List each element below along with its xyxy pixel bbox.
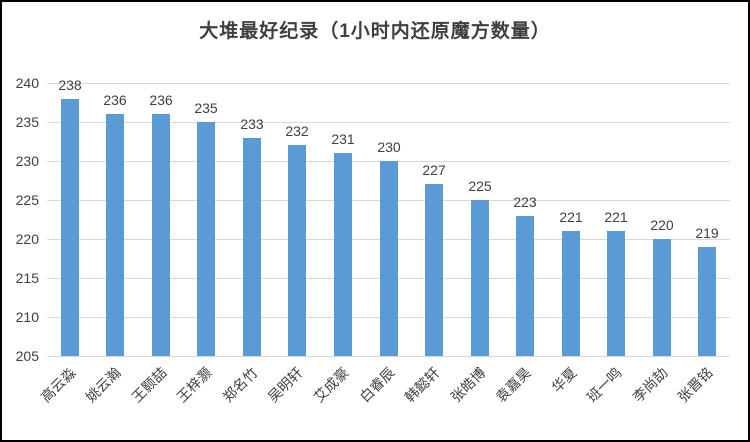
y-axis-tick-label: 215 xyxy=(15,270,39,286)
y-axis-tick-label: 230 xyxy=(15,153,39,169)
bar-班一鸣 xyxy=(607,231,625,356)
bar-value-label: 223 xyxy=(513,194,537,210)
x-axis-category-label: 王颢喆 xyxy=(128,364,170,406)
x-axis-category-label: 王梓灏 xyxy=(173,364,215,406)
x-axis-category-label: 吴明轩 xyxy=(264,364,306,406)
y-axis-tick-label: 210 xyxy=(15,309,39,325)
bar-韩懿轩 xyxy=(425,184,443,356)
bar-张皓博 xyxy=(471,200,489,356)
bar-华夏 xyxy=(562,231,580,356)
x-axis-category-label: 张皓博 xyxy=(447,364,489,406)
bar-吴明轩 xyxy=(288,145,306,356)
bar-value-label: 238 xyxy=(58,77,82,93)
x-axis-category-label: 艾成豪 xyxy=(310,364,352,406)
bar-value-label: 230 xyxy=(377,139,401,155)
x-axis-category-label: 白睿辰 xyxy=(356,364,398,406)
bar-value-label: 232 xyxy=(285,123,309,139)
bar-张晋铭 xyxy=(698,247,716,356)
bar-白睿辰 xyxy=(380,161,398,356)
bar-value-label: 233 xyxy=(240,116,264,132)
bar-艾成豪 xyxy=(334,153,352,356)
bar-袁嘉昊 xyxy=(516,216,534,356)
bar-value-label: 236 xyxy=(149,92,173,108)
gridline xyxy=(47,83,730,84)
bar-value-label: 221 xyxy=(604,209,628,225)
bar-value-label: 236 xyxy=(103,92,127,108)
bar-李尚劼 xyxy=(653,239,671,356)
x-axis-category-label: 张晋铭 xyxy=(674,364,716,406)
chart-title: 大堆最好纪录（1小时内还原魔方数量） xyxy=(199,21,551,42)
bar-姚云瀚 xyxy=(106,114,124,356)
bar-高云淼 xyxy=(61,99,79,356)
bar-value-label: 221 xyxy=(559,209,583,225)
x-axis-category-label: 高云淼 xyxy=(37,364,79,406)
bar-value-label: 219 xyxy=(695,225,719,241)
x-axis-category-label: 韩懿轩 xyxy=(401,364,443,406)
x-axis-category-label: 姚云瀚 xyxy=(82,364,124,406)
gridline xyxy=(47,356,730,357)
bar-王颢喆 xyxy=(152,114,170,356)
bar-王梓灏 xyxy=(197,122,215,356)
bar-value-label: 235 xyxy=(194,100,218,116)
y-axis-tick-label: 240 xyxy=(15,75,39,91)
x-axis-category-label: 袁嘉昊 xyxy=(492,364,534,406)
bar-郑名竹 xyxy=(243,138,261,356)
x-axis-category-label: 郑名竹 xyxy=(219,364,261,406)
x-axis-category-label: 华夏 xyxy=(548,364,580,396)
x-axis-category-label: 李尚劼 xyxy=(629,364,671,406)
y-axis-tick-label: 225 xyxy=(15,192,39,208)
x-axis-category-label: 班一鸣 xyxy=(583,364,625,406)
y-axis-tick-label: 235 xyxy=(15,114,39,130)
y-axis-tick-label: 220 xyxy=(15,231,39,247)
y-axis-tick-label: 205 xyxy=(15,348,39,364)
bar-value-label: 225 xyxy=(468,178,492,194)
bar-value-label: 227 xyxy=(422,162,446,178)
bar-value-label: 231 xyxy=(331,131,355,147)
gridline xyxy=(47,122,730,123)
bar-value-label: 220 xyxy=(650,217,674,233)
